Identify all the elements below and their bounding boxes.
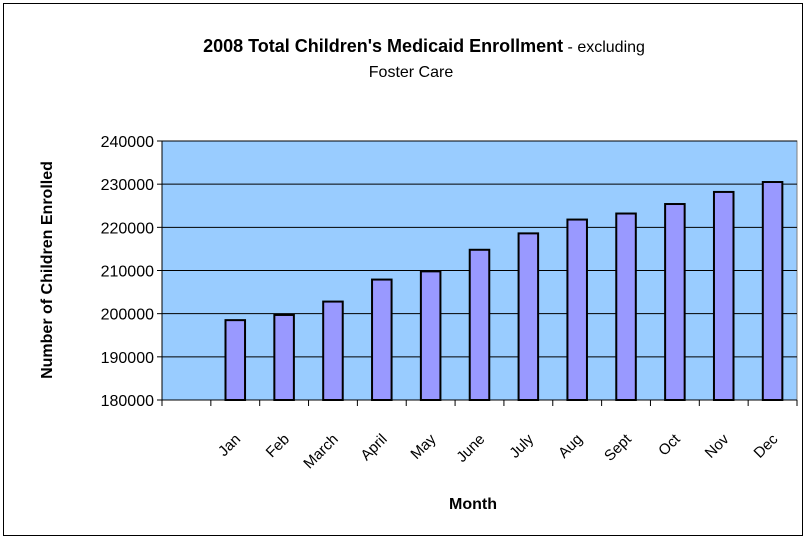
- x-tick-label: Sept: [601, 430, 635, 464]
- bar: [468, 248, 491, 401]
- bar: [664, 203, 686, 401]
- x-tick-label: Nov: [702, 430, 733, 461]
- x-tick-label: Oct: [655, 430, 684, 459]
- x-tick-label: May: [407, 430, 439, 462]
- y-tick-label: 220000: [101, 220, 154, 237]
- chart-title: 2008 Total Children's Medicaid Enrollmen…: [203, 36, 645, 56]
- y-tick-label: 200000: [101, 307, 154, 324]
- bar: [517, 232, 540, 401]
- chart-title-main: 2008 Total Children's Medicaid Enrollmen…: [203, 36, 563, 56]
- y-tick-label: 180000: [101, 393, 154, 410]
- x-tick-label: April: [357, 431, 390, 464]
- bar: [322, 300, 344, 401]
- x-tick-label: Feb: [263, 431, 293, 461]
- bar: [712, 190, 735, 401]
- y-axis-label: Number of Children Enrolled: [39, 161, 56, 379]
- bar: [273, 313, 295, 401]
- x-tick-label: June: [453, 431, 488, 466]
- x-tick-label: Aug: [555, 431, 586, 462]
- x-tick-label: July: [506, 430, 537, 461]
- x-tick-label: March: [300, 431, 341, 472]
- bar: [419, 270, 442, 402]
- y-tick-label: 230000: [101, 177, 154, 194]
- x-tick-label: Dec: [751, 430, 782, 461]
- bar: [224, 319, 247, 401]
- bar: [761, 181, 784, 401]
- plot-area: 180000 190000 200000 210000 220000 230000 2400…: [101, 134, 798, 472]
- bar: [566, 218, 588, 401]
- y-tick-label: 240000: [101, 134, 154, 151]
- x-tick-label: Jan: [215, 431, 244, 460]
- bar: [371, 278, 393, 401]
- y-tick-label: 190000: [101, 350, 154, 367]
- y-tick-label: 210000: [101, 264, 154, 281]
- x-axis-label: Month: [449, 496, 497, 513]
- chart-title-line2: Foster Care: [369, 64, 454, 81]
- bar: [615, 212, 637, 401]
- chart-title-suffix: - excluding: [563, 39, 645, 56]
